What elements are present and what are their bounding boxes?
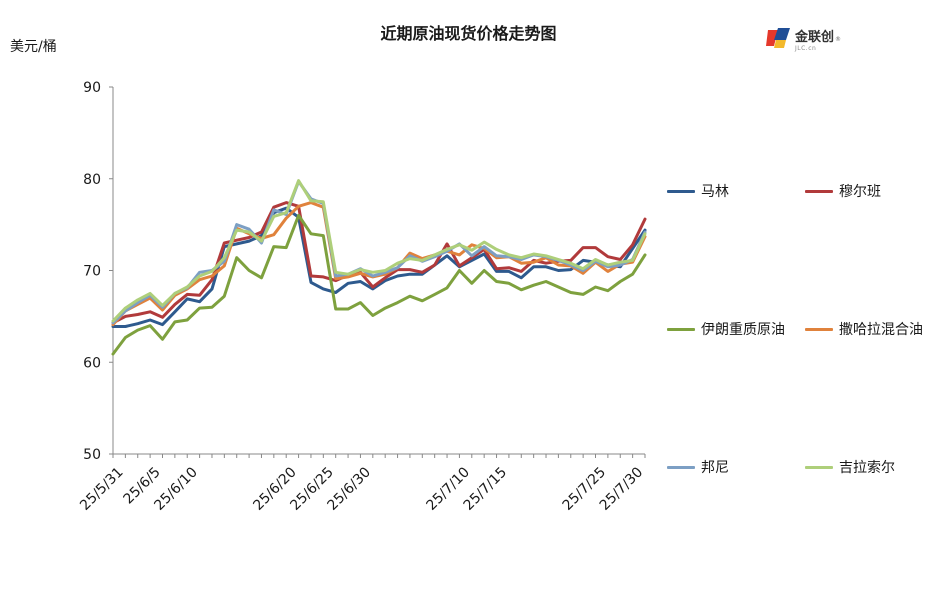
y-tick-label: 60	[83, 355, 101, 371]
brand-logo-icon	[766, 28, 790, 48]
chart-title: 近期原油现货价格走势图	[380, 24, 557, 43]
legend-swatch	[667, 189, 695, 193]
registered-mark: ®	[835, 36, 842, 43]
brand-url: JLC.cn	[795, 45, 817, 52]
legend-item: 马林	[667, 181, 729, 201]
legend-swatch	[805, 465, 833, 469]
legend-swatch	[805, 189, 833, 193]
legend-label: 伊朗重质原油	[701, 322, 785, 338]
series-line	[111, 206, 647, 328]
y-tick-label: 50	[83, 447, 101, 463]
legend-label: 穆尔班	[839, 184, 881, 200]
legend-label: 吉拉索尔	[839, 460, 895, 476]
y-tick-label: 80	[83, 172, 101, 188]
legend-item: 吉拉索尔	[805, 457, 895, 477]
legend-item: 伊朗重质原油	[667, 319, 785, 339]
series-line	[111, 179, 647, 323]
chart-series	[111, 179, 647, 356]
legend-item: 邦尼	[667, 457, 729, 477]
legend-swatch	[667, 465, 695, 469]
x-tick-label: 25/5/31	[77, 464, 126, 513]
legend-label: 撒哈拉混合油	[839, 322, 923, 338]
legend-label: 邦尼	[701, 460, 729, 476]
y-axis-unit-label: 美元/桶	[10, 39, 57, 55]
brand-name: 金联创	[795, 30, 835, 45]
legend-swatch	[805, 327, 833, 331]
y-tick-label: 70	[83, 264, 101, 280]
series-line	[111, 213, 647, 356]
legend-item: 撒哈拉混合油	[805, 319, 923, 339]
legend-item: 穆尔班	[805, 181, 881, 201]
series-line	[111, 201, 647, 325]
legend-label: 马林	[701, 184, 729, 200]
y-tick-label: 90	[83, 80, 101, 96]
brand-logo: 金联创® JLC.cn	[766, 26, 841, 52]
legend-swatch	[667, 327, 695, 331]
